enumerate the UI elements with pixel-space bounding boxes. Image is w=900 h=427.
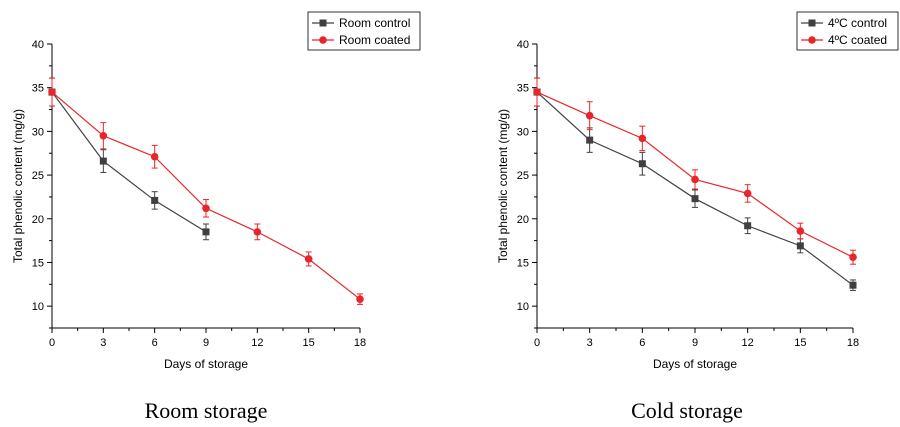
data-point-circle: [585, 111, 594, 120]
y-tick-label: 30: [517, 126, 529, 138]
x-tick-label: 15: [794, 337, 806, 349]
x-tick-label: 3: [587, 337, 593, 349]
x-axis-title: Days of storage: [164, 357, 248, 371]
y-tick-label: 15: [517, 257, 529, 269]
y-tick-label: 35: [517, 83, 529, 95]
y-tick-label: 30: [32, 126, 44, 138]
data-point-circle: [638, 134, 647, 143]
chart-panel-cold: 10 15 20 25 30 35 40 0 3 6 9 12 15 18 Days of storage T…: [496, 11, 899, 423]
x-tick-label: 0: [534, 337, 540, 349]
y-tick-label: 20: [517, 214, 529, 226]
x-tick-label: 12: [742, 337, 754, 349]
data-point-square: [849, 281, 857, 289]
x-tick-label: 12: [251, 337, 263, 349]
data-point-circle: [253, 228, 262, 236]
legend-label: 4ºC coated: [828, 33, 887, 47]
data-point-circle: [150, 152, 159, 161]
legend-label: 4ºC control: [828, 16, 887, 30]
legend-marker-square: [808, 19, 816, 27]
y-tick-label: 20: [32, 214, 44, 226]
y-tick-label: 10: [32, 301, 44, 313]
y-tick-label: 15: [32, 257, 44, 269]
y-tick-label: 40: [517, 39, 529, 51]
data-point-square: [796, 242, 804, 250]
legend-box: [307, 11, 421, 51]
data-point-circle: [743, 189, 752, 198]
x-axis-title: Days of storage: [653, 357, 737, 371]
x-tick-label: 9: [692, 337, 698, 349]
x-tick-label: 9: [203, 337, 209, 349]
data-point-circle: [99, 131, 108, 140]
legend-box: [796, 11, 899, 51]
data-point-square: [638, 160, 646, 168]
y-tick-label: 25: [517, 170, 529, 182]
data-point-square: [691, 195, 699, 203]
chart-panel-room: 10 15 20 25 30 35 40 0 3 6 9 12 15 18 Days of storage T…: [11, 11, 421, 423]
data-point-circle: [533, 88, 541, 96]
x-tick-label: 18: [354, 337, 366, 349]
legend-label: Room control: [339, 16, 410, 30]
legend-marker-circle: [319, 36, 327, 44]
x-tick-label: 0: [49, 337, 55, 349]
y-axis-title: Total phenolic content (mg/g): [11, 109, 25, 263]
legend-label: Room coated: [339, 33, 410, 47]
series-line: [51, 91, 207, 233]
data-point-circle: [849, 253, 857, 262]
data-point-square: [744, 222, 752, 230]
data-point-circle: [202, 204, 210, 213]
legend-marker-square: [319, 19, 327, 27]
data-point-square: [151, 196, 159, 204]
data-point-square: [586, 136, 594, 144]
y-axis-title: Total phenolic content (mg/g): [496, 109, 510, 263]
x-tick-label: 3: [100, 337, 106, 349]
data-point-circle: [48, 88, 56, 96]
data-point-circle: [304, 255, 313, 263]
data-point-circle: [356, 295, 364, 303]
series-line: [51, 91, 361, 300]
data-point-circle: [691, 175, 699, 184]
x-tick-label: 6: [639, 337, 645, 349]
y-tick-label: 40: [32, 39, 44, 51]
chart-caption: Room storage: [145, 398, 268, 423]
x-tick-label: 18: [847, 337, 859, 349]
chart-caption: Cold storage: [631, 398, 743, 423]
x-tick-label: 6: [152, 337, 158, 349]
legend-marker-circle: [808, 36, 816, 44]
data-point-circle: [796, 227, 805, 235]
data-point-square: [99, 157, 107, 165]
y-tick-label: 35: [32, 83, 44, 95]
y-tick-label: 25: [32, 170, 44, 182]
y-tick-label: 10: [517, 301, 529, 313]
x-tick-label: 15: [303, 337, 315, 349]
data-point-square: [202, 228, 210, 236]
